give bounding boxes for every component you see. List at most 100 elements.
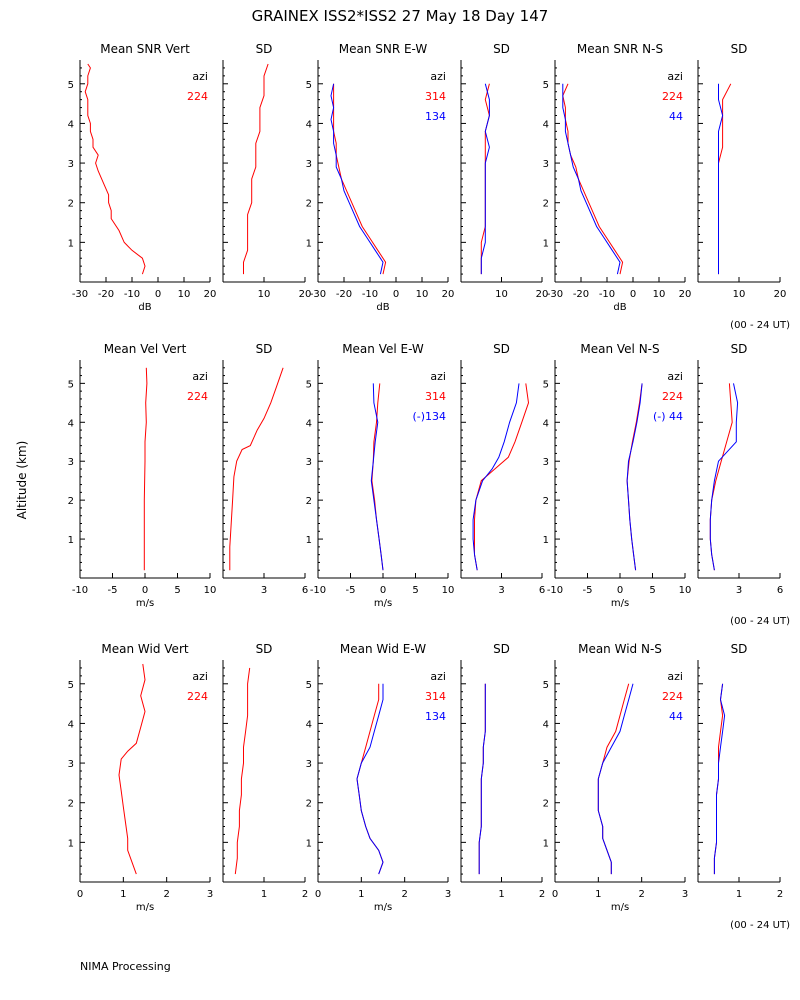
- x-tick-label: 5: [649, 585, 655, 596]
- panel-title: SD: [493, 342, 510, 356]
- y-tick-label: 3: [306, 159, 312, 170]
- y-tick-label: 2: [543, 799, 549, 810]
- x-tick-label: 2: [163, 889, 169, 900]
- series-line-red: [84, 63, 146, 275]
- series-line-red: [626, 383, 643, 571]
- x-tick-label: 10: [442, 585, 455, 596]
- x-tick-label: 2: [302, 889, 308, 900]
- panel-r3-c1: Mean Wid Vert 1 2 3 4 5 0 1 2 3 m/s azi 224: [68, 642, 214, 913]
- series-line-red: [143, 367, 148, 571]
- panel-r2-c6: SD 3 6: [697, 342, 783, 596]
- y-axis-label: Altitude (km): [15, 441, 29, 520]
- y-tick-label: 5: [306, 80, 312, 91]
- series-line-blue: [330, 83, 384, 275]
- panel-title: SD: [256, 642, 273, 656]
- y-tick-label: 3: [543, 159, 549, 170]
- series-line-red: [371, 383, 384, 571]
- panel-r2-c5: Mean Vel N-S 1 2 3 4 5 -10 -5 0 5 10 m/s azi 224 (-) 4…: [543, 342, 692, 609]
- y-tick-label: 4: [306, 119, 312, 130]
- x-tick-label: 6: [302, 585, 308, 596]
- y-tick-label: 4: [543, 119, 549, 130]
- x-tick-label: -5: [346, 585, 356, 596]
- y-tick-label: 3: [68, 159, 74, 170]
- series-line-blue: [478, 683, 486, 875]
- legend-head: azi: [430, 370, 446, 383]
- y-tick-label: 1: [68, 535, 74, 546]
- series-line-blue: [480, 83, 490, 275]
- panel-title: Mean Vel N-S: [580, 342, 659, 356]
- x-tick-label: 1: [120, 889, 126, 900]
- legend-entry: (-) 44: [653, 410, 683, 423]
- panel-r2-c3: Mean Vel E-W 1 2 3 4 5 -10 -5 0 5 10 m/s azi 314 (-)13…: [306, 342, 455, 609]
- legend-entry: 134: [425, 110, 446, 123]
- panel-title: SD: [256, 42, 273, 56]
- y-tick-label: 3: [306, 457, 312, 468]
- x-tick-label: 0: [630, 289, 636, 300]
- legend-entry: 314: [425, 690, 446, 703]
- x-tick-label: 0: [393, 289, 399, 300]
- series-line-red: [478, 683, 486, 875]
- series-line-red: [474, 383, 530, 571]
- series-line-red: [562, 83, 624, 275]
- series-line-blue: [718, 83, 724, 275]
- x-tick-label: 20: [536, 289, 549, 300]
- x-tick-label: 10: [204, 585, 217, 596]
- x-tick-label: 0: [617, 585, 623, 596]
- panel-title: Mean SNR E-W: [339, 42, 428, 56]
- x-tick-label: 20: [299, 289, 312, 300]
- x-tick-label: 10: [733, 289, 746, 300]
- y-tick-label: 4: [306, 719, 312, 730]
- series-line-blue: [713, 683, 726, 875]
- panel-title: Mean SNR Vert: [100, 42, 190, 56]
- y-tick-label: 5: [543, 680, 549, 691]
- panel-title: Mean Vel E-W: [342, 342, 424, 356]
- y-tick-label: 3: [68, 457, 74, 468]
- panel-title: SD: [731, 42, 748, 56]
- series-line-blue: [626, 383, 643, 571]
- panel-r1-c3: Mean SNR E-W 1 2 3 4 5 -30 -20 -10 0 10 20 dB azi 314 1…: [306, 42, 455, 313]
- x-tick-label: 1: [498, 889, 504, 900]
- x-tick-label: -10: [547, 585, 563, 596]
- y-tick-label: 4: [68, 719, 74, 730]
- x-tick-label: 0: [142, 585, 148, 596]
- x-tick-label: 3: [736, 585, 742, 596]
- x-tick-label: -5: [108, 585, 118, 596]
- panel-r2-c4: SD 3 6: [460, 342, 545, 596]
- x-tick-label: -10: [72, 585, 88, 596]
- y-tick-label: 1: [306, 535, 312, 546]
- legend-head: azi: [192, 670, 208, 683]
- x-tick-label: 2: [777, 889, 783, 900]
- x-tick-label: 3: [498, 585, 504, 596]
- y-tick-label: 4: [68, 418, 74, 429]
- series-line-blue: [562, 83, 621, 275]
- series-line-blue: [356, 683, 384, 875]
- y-tick-label: 1: [306, 838, 312, 849]
- x-tick-label: 3: [445, 889, 451, 900]
- legend-entry: 224: [187, 90, 208, 103]
- legend-entry: 224: [187, 690, 208, 703]
- panel-title: Mean Wid E-W: [340, 642, 426, 656]
- x-tick-label: 10: [495, 289, 508, 300]
- x-tick-label: -20: [573, 289, 589, 300]
- y-tick-label: 4: [68, 119, 74, 130]
- panel-r2-c2: SD 3 6: [222, 342, 308, 596]
- ut-label: (00 - 24 UT): [730, 920, 790, 931]
- panel-r3-c6: SD 1 2: [697, 642, 783, 900]
- y-tick-label: 1: [306, 238, 312, 249]
- panel-r2-c1: Mean Vel Vert 1 2 3 4 5 -10 -5 0 5 10 m/s azi 224: [68, 342, 217, 609]
- x-tick-label: 5: [412, 585, 418, 596]
- panel-r1-c6: SD 10 20: [697, 42, 786, 300]
- panel-r1-c4: SD 10 20: [460, 42, 549, 300]
- x-tick-label: 1: [358, 889, 364, 900]
- legend-entry: 224: [662, 690, 683, 703]
- legend-entry: 314: [425, 90, 446, 103]
- series-line-red: [718, 83, 732, 275]
- y-tick-label: 5: [68, 80, 74, 91]
- panel-title: Mean SNR N-S: [577, 42, 663, 56]
- panel-r3-c3: Mean Wid E-W 1 2 3 4 5 0 1 2 3 m/s azi 314 134: [306, 642, 452, 913]
- ut-label: (00 - 24 UT): [730, 320, 790, 331]
- series-line-blue: [597, 683, 634, 875]
- x-tick-label: 6: [539, 585, 545, 596]
- x-tick-label: 10: [416, 289, 429, 300]
